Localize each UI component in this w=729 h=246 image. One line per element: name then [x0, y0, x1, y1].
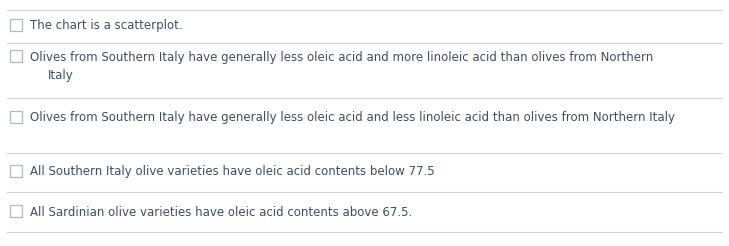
Bar [10, 50, 22, 62]
Text: All Sardinian olive varieties have oleic acid contents above 67.5.: All Sardinian olive varieties have oleic… [30, 205, 413, 218]
Bar [10, 165, 22, 177]
Text: Olives from Southern Italy have generally less oleic acid and more linoleic acid: Olives from Southern Italy have generall… [30, 50, 653, 63]
Text: All Southern Italy olive varieties have oleic acid contents below 77.5: All Southern Italy olive varieties have … [30, 166, 434, 179]
Bar [10, 111, 22, 123]
Bar [10, 19, 22, 31]
Text: Olives from Southern Italy have generally less oleic acid and less linoleic acid: Olives from Southern Italy have generall… [30, 111, 675, 124]
Text: Italy: Italy [48, 68, 74, 81]
Bar [10, 205, 22, 217]
Text: The chart is a scatterplot.: The chart is a scatterplot. [30, 19, 183, 32]
